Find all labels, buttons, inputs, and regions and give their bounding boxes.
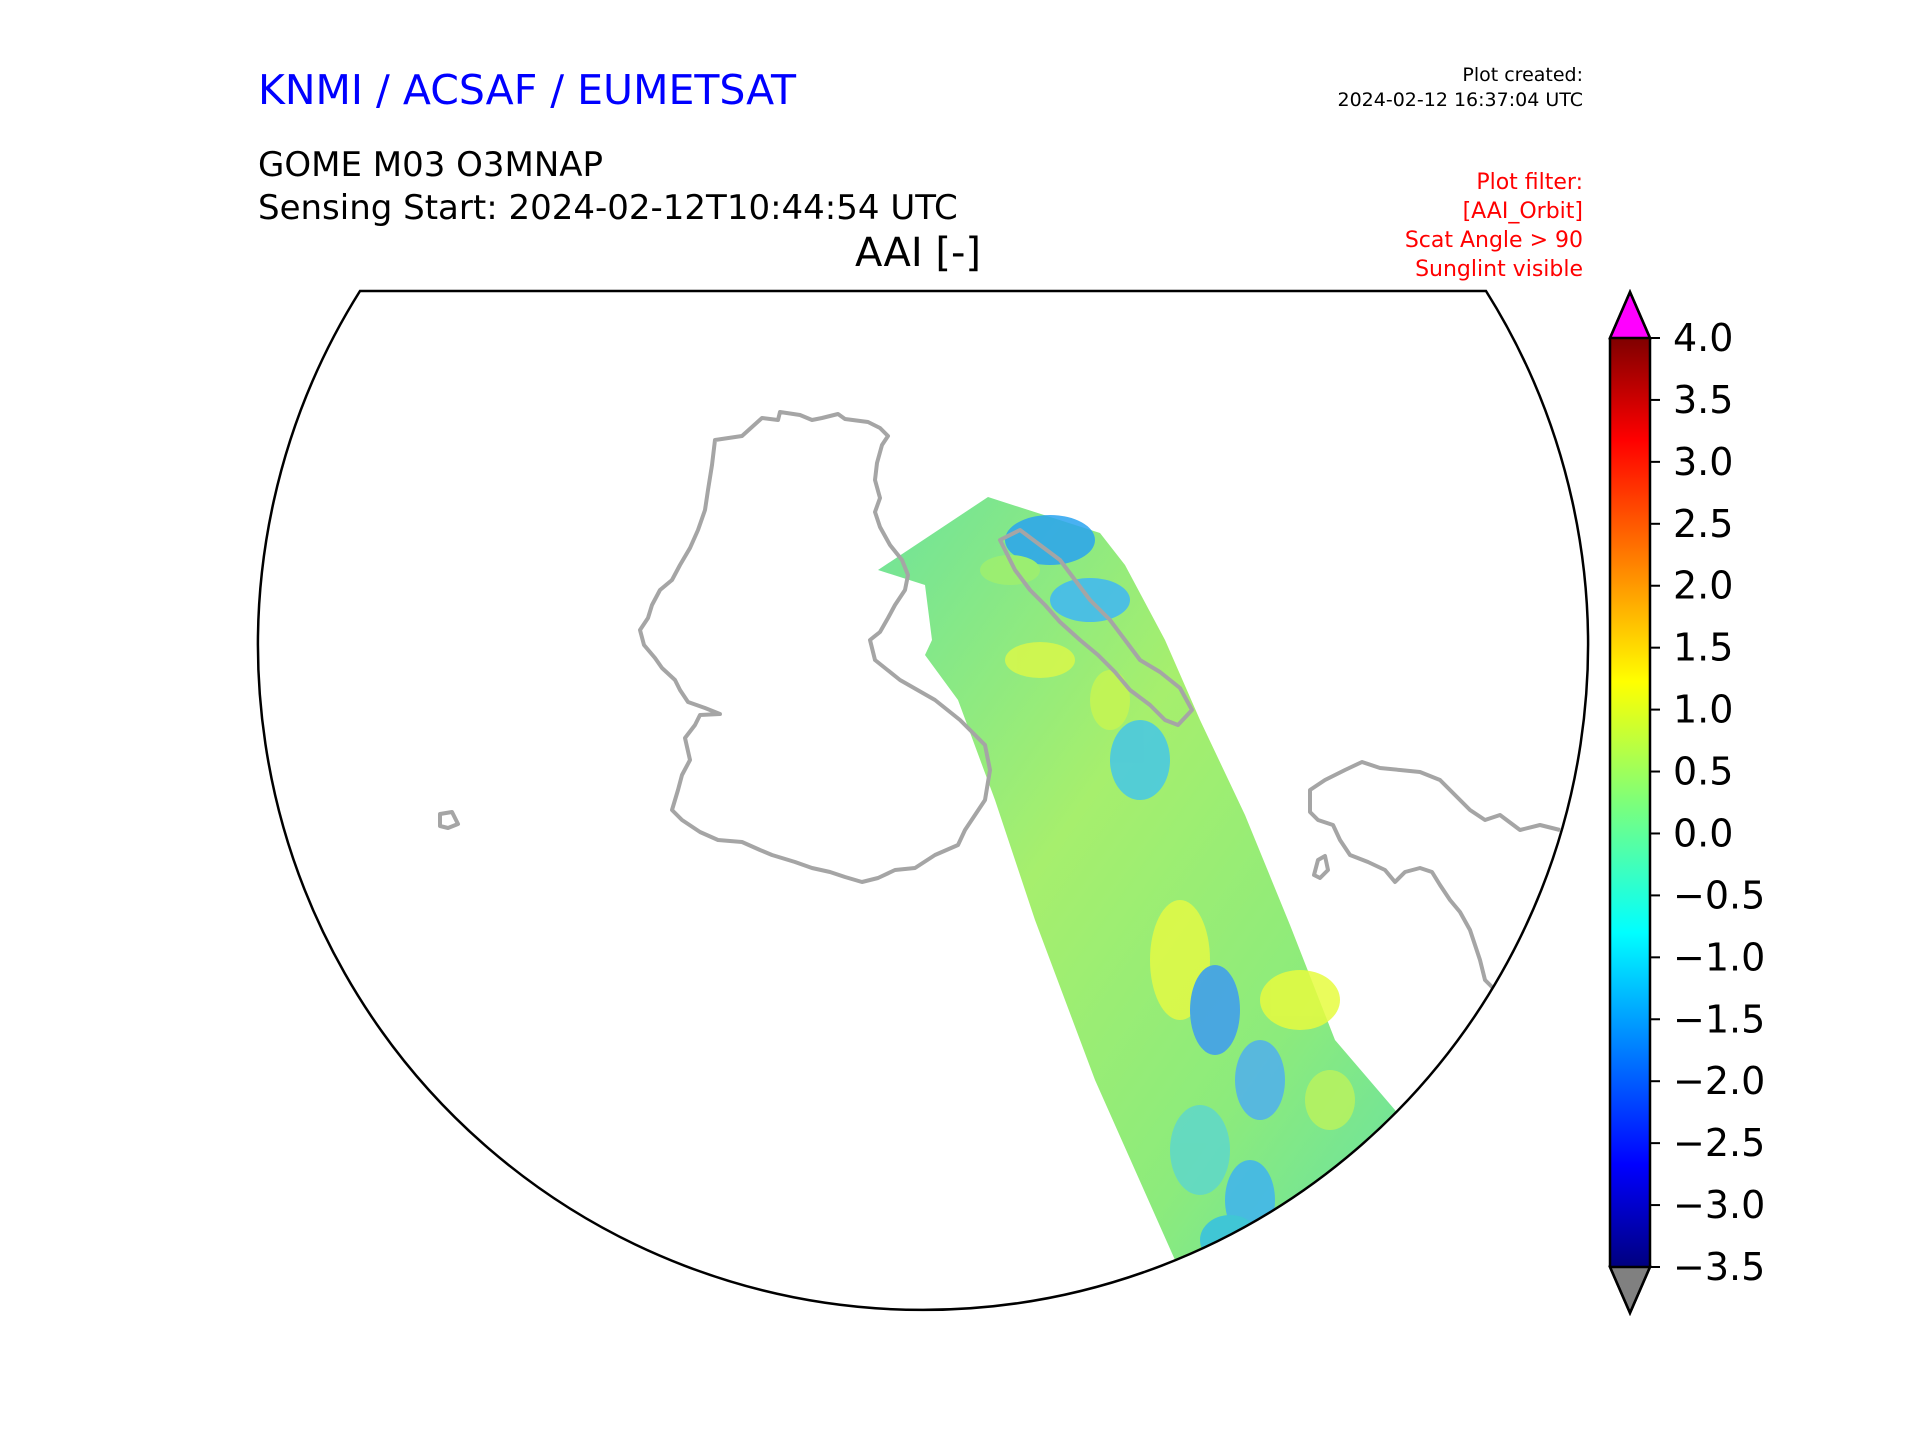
colorbar-tick-label: −1.0 xyxy=(1673,935,1765,979)
colorbar-tick-label: 1.5 xyxy=(1673,626,1733,670)
colorbar-tick-label: 0.5 xyxy=(1673,750,1733,794)
colorbar-tick-label: 2.0 xyxy=(1673,564,1733,608)
agency-title: KNMI / ACSAF / EUMETSAT xyxy=(258,66,797,114)
colorbar-under-triangle xyxy=(1608,1265,1652,1317)
colorbar-tick-label: −1.5 xyxy=(1673,997,1765,1041)
coastlines xyxy=(438,410,1561,1091)
iceland-coastline xyxy=(438,810,460,830)
plot-filter-title: Plot filter: xyxy=(1476,170,1583,195)
colorbar-tick-label: 4.0 xyxy=(1673,316,1733,360)
europe-coastline xyxy=(1308,760,1561,1091)
colorbar: 4.0 3.5 3.0 2.5 2.0 1.5 1.0 0.5 0.0 −0.5 −1.0 −1.5 −… xyxy=(1608,288,1765,1317)
plot-filter-item: Sunglint visible xyxy=(1415,257,1583,282)
colorbar-over-triangle xyxy=(1608,288,1652,340)
plot-filter-box: Plot filter: [AAI_Orbit] Scat Angle > 90… xyxy=(1405,168,1583,284)
colorbar-tick-label: −2.0 xyxy=(1673,1059,1765,1103)
colorbar-tick-label: 3.5 xyxy=(1673,378,1733,422)
colorbar-scale xyxy=(1610,338,1650,1267)
norway-island-coastline xyxy=(1312,854,1330,880)
colorbar-tick-label: −3.0 xyxy=(1673,1183,1765,1227)
plot-filter-item: [AAI_Orbit] xyxy=(1462,199,1583,224)
colorbar-tick-label: 2.5 xyxy=(1673,502,1733,546)
colorbar-tick-label: 1.0 xyxy=(1673,688,1733,732)
map-outline xyxy=(256,289,1590,1312)
colorbar-tick-label: 3.0 xyxy=(1673,440,1733,484)
colorbar-tick-label: −2.5 xyxy=(1673,1121,1765,1165)
plot-created-time: 2024-02-12 16:37:04 UTC xyxy=(1337,89,1584,111)
variable-title: AAI [-] xyxy=(855,230,981,276)
greenland-coastline xyxy=(638,410,992,884)
colorbar-tick-label: −0.5 xyxy=(1673,873,1765,917)
plot-created-label: Plot created: xyxy=(1462,64,1583,86)
svalbard-coastline xyxy=(998,528,1194,727)
sensing-start: Sensing Start: 2024-02-12T10:44:54 UTC xyxy=(258,188,958,228)
colorbar-tick-label: −3.5 xyxy=(1673,1245,1765,1289)
colorbar-tick-label: 0.0 xyxy=(1673,811,1733,855)
plot-filter-item: Scat Angle > 90 xyxy=(1404,228,1583,253)
map-boundary xyxy=(257,291,1589,1310)
product-title: GOME M03 O3MNAP xyxy=(258,145,604,185)
